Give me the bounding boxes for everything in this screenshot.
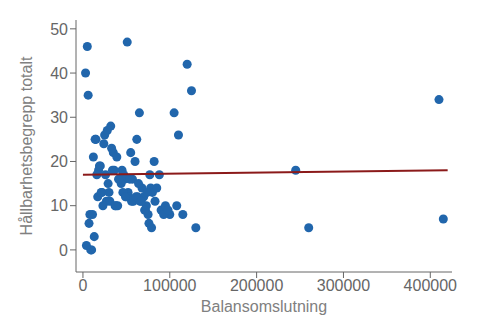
svg-text:100000: 100000 xyxy=(143,277,196,294)
svg-text:200000: 200000 xyxy=(230,277,283,294)
svg-text:300000: 300000 xyxy=(317,277,370,294)
svg-text:30: 30 xyxy=(50,109,68,126)
svg-text:50: 50 xyxy=(50,21,68,38)
svg-text:Balansomslutning: Balansomslutning xyxy=(201,298,327,315)
svg-text:Hållbarhetsbegrepp totalt: Hållbarhetsbegrepp totalt xyxy=(18,56,35,235)
svg-text:0: 0 xyxy=(59,242,68,259)
svg-text:40: 40 xyxy=(50,65,68,82)
svg-text:10: 10 xyxy=(50,197,68,214)
svg-text:20: 20 xyxy=(50,153,68,170)
svg-text:400000: 400000 xyxy=(404,277,457,294)
svg-text:0: 0 xyxy=(78,277,87,294)
